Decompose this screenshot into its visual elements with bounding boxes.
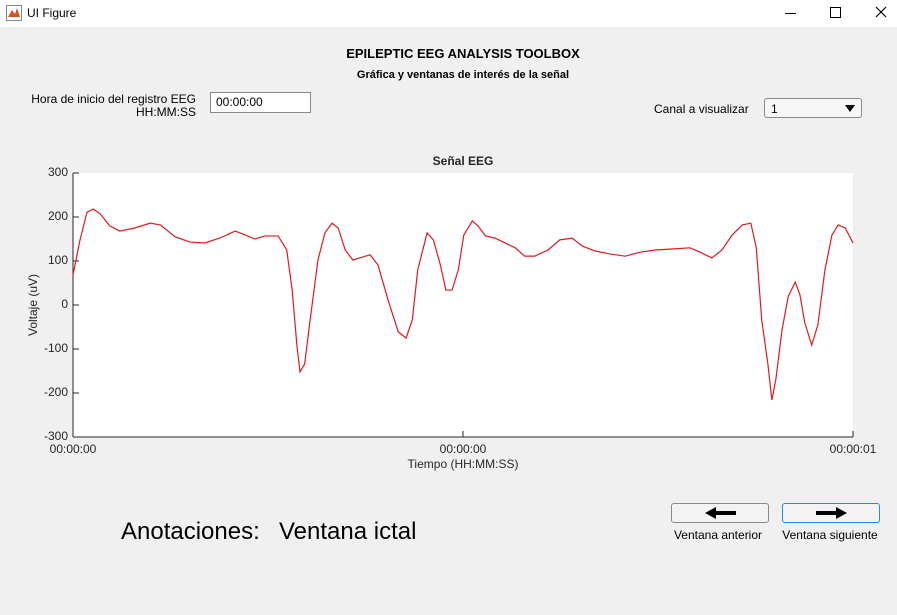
header-subtitle: Gráfica y ventanas de interés de la seña… bbox=[356, 69, 570, 81]
channel-dropdown[interactable]: 1 bbox=[764, 98, 862, 118]
y-tick-label: 100 bbox=[48, 253, 68, 267]
dropdown-value: 1 bbox=[771, 102, 778, 116]
annotations-value: Ventana ictal bbox=[279, 518, 417, 545]
plot-area bbox=[73, 173, 853, 437]
right-arrow-icon bbox=[816, 507, 847, 519]
x-tick-label: 00:00:01 bbox=[830, 442, 877, 456]
window-controls[interactable] bbox=[770, 0, 897, 27]
next-button[interactable] bbox=[782, 503, 880, 523]
start-time-label: Hora de inicio del registro EEG HH:MM:SS bbox=[20, 93, 196, 119]
x-axis-label: Tiempo (HH:MM:SS) bbox=[408, 457, 519, 471]
y-tick-label: 0 bbox=[61, 297, 68, 311]
prev-button-label: Ventana anterior bbox=[673, 528, 763, 542]
channel-label: Canal a visualizar bbox=[654, 102, 749, 116]
y-tick-label: -100 bbox=[44, 341, 68, 355]
prev-button[interactable] bbox=[671, 503, 769, 523]
y-tick-label: 200 bbox=[48, 209, 68, 223]
start-time-input[interactable]: 00:00:00 bbox=[210, 92, 311, 113]
y-tick-label: -300 bbox=[44, 429, 68, 443]
y-axis-label: Voltaje (uV) bbox=[26, 274, 40, 336]
label-line: Hora de inicio del registro EEG bbox=[31, 92, 196, 106]
app-icon bbox=[6, 5, 22, 21]
next-button-label: Ventana siguiente bbox=[782, 528, 878, 542]
x-tick-label: 00:00:00 bbox=[440, 442, 487, 456]
close[interactable] bbox=[875, 6, 887, 18]
annotations-label: Anotaciones: bbox=[121, 518, 260, 545]
x-tick-label: 00:00:00 bbox=[50, 442, 97, 456]
window-title: UI Figure bbox=[27, 6, 77, 20]
eeg-line bbox=[72, 208, 854, 401]
title-bar: UI Figure bbox=[0, 0, 897, 27]
dropdown-arrow bbox=[845, 105, 855, 112]
chart-title: Señal EEG bbox=[433, 154, 494, 168]
y-tick-label: -200 bbox=[44, 385, 68, 399]
header-title: EPILEPTIC EEG ANALYSIS TOOLBOX bbox=[346, 46, 580, 61]
y-tick-label: 300 bbox=[48, 165, 68, 179]
maximize[interactable] bbox=[830, 7, 841, 18]
left-arrow-icon bbox=[705, 507, 736, 519]
label-line: HH:MM:SS bbox=[136, 105, 196, 119]
